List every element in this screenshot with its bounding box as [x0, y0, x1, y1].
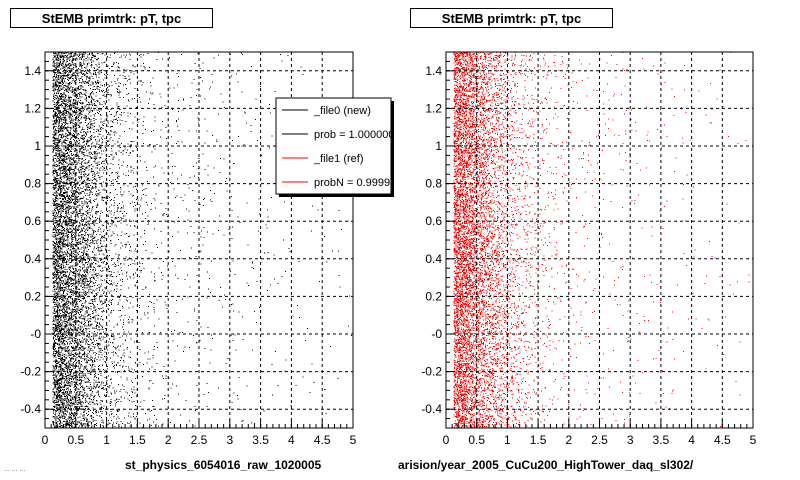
y-tick-label: 1 — [34, 139, 41, 153]
x-tick-label: 4.5 — [714, 433, 731, 447]
y-tick-label: 1.4 — [425, 64, 442, 78]
y-axis: -0.4 -0.2 -0 0.2 0.4 0.6 0.8 1 1.2 1.4 — [421, 51, 454, 429]
x-tick-label: 1 — [103, 433, 110, 447]
left-chart-title: StEMB primtrk: pT, tpc — [10, 8, 213, 28]
y-axis: -0.4 -0.2 -0 0.2 0.4 0.6 0.8 1 1.2 1.4 — [20, 51, 53, 429]
x-tick-label: 0.5 — [468, 433, 485, 447]
y-tick-label: -0.4 — [20, 402, 41, 416]
legend-box: _file0 (new) prob = 1.000000 _file1 (ref) p… — [275, 97, 402, 197]
legend-entry-label: probN = 0.999996 — [314, 177, 402, 189]
y-tick-label: 1.4 — [24, 64, 41, 78]
legend-entry-label: _file1 (ref) — [313, 153, 364, 165]
x-tick-label: 3 — [627, 433, 634, 447]
x-tick-label: 2 — [165, 433, 172, 447]
x-tick-label: 2.5 — [591, 433, 608, 447]
y-tick-label: -0.4 — [421, 402, 442, 416]
y-tick-label: 0.8 — [24, 177, 41, 191]
legend-entry-label: prob = 1.000000 — [314, 129, 394, 141]
y-tick-label: 1.2 — [425, 101, 442, 115]
x-tick-label: 2 — [565, 433, 572, 447]
y-tick-label: -0.2 — [20, 365, 41, 379]
x-tick-label: 5 — [750, 433, 757, 447]
right-path-label: arision/year_2005_CuCu200_HighTower_daq_… — [398, 458, 694, 472]
x-tick-label: 3 — [226, 433, 233, 447]
x-tick-label: 1.5 — [129, 433, 146, 447]
x-tick-label: 1 — [504, 433, 511, 447]
y-tick-label: -0.2 — [421, 365, 442, 379]
y-tick-label: 0.6 — [425, 214, 442, 228]
x-tick-label: 0 — [42, 433, 49, 447]
y-tick-label: -0 — [431, 327, 442, 341]
grid-lines — [446, 52, 753, 428]
legend-entry-label: _file0 (new) — [313, 105, 371, 117]
y-tick-label: 0.4 — [24, 252, 41, 266]
scatter-points-ref — [453, 51, 750, 429]
y-tick-label: 0.8 — [425, 177, 442, 191]
timestamp-label: ... ... ... — [4, 466, 26, 473]
x-tick-label: 4 — [688, 433, 695, 447]
x-axis: 0 0.5 1 1.5 2 2.5 3 3.5 4 4.5 5 — [443, 420, 757, 447]
x-tick-label: 4.5 — [314, 433, 331, 447]
x-tick-label: 0.5 — [67, 433, 84, 447]
scatter-points-new — [52, 51, 352, 429]
x-tick-label: 4 — [288, 433, 295, 447]
left-file-label: st_physics_6054016_raw_1020005 — [125, 458, 322, 472]
y-tick-label: 0.6 — [24, 214, 41, 228]
x-tick-label: 0 — [443, 433, 450, 447]
x-tick-label: 5 — [350, 433, 357, 447]
y-tick-label: 1.2 — [24, 101, 41, 115]
y-tick-label: 0.4 — [425, 252, 442, 266]
x-tick-label: 2.5 — [191, 433, 208, 447]
y-tick-label: 0.2 — [24, 289, 41, 303]
right-chart-title: StEMB primtrk: pT, tpc — [410, 8, 613, 28]
y-tick-label: -0 — [30, 327, 41, 341]
right-scatter-panel: 0 0.5 1 1.5 2 2.5 3 3.5 4 4.5 5 -0.4 -0.2 -0 0.2 0.4 0.6… — [421, 51, 757, 447]
x-tick-label: 3.5 — [252, 433, 269, 447]
legend-background — [275, 97, 392, 195]
x-tick-label: 3.5 — [653, 433, 670, 447]
x-tick-label: 1.5 — [530, 433, 547, 447]
x-axis: 0 0.5 1 1.5 2 2.5 3 3.5 4 4.5 5 — [42, 420, 357, 447]
y-tick-label: 0.2 — [425, 289, 442, 303]
y-tick-label: 1 — [435, 139, 442, 153]
